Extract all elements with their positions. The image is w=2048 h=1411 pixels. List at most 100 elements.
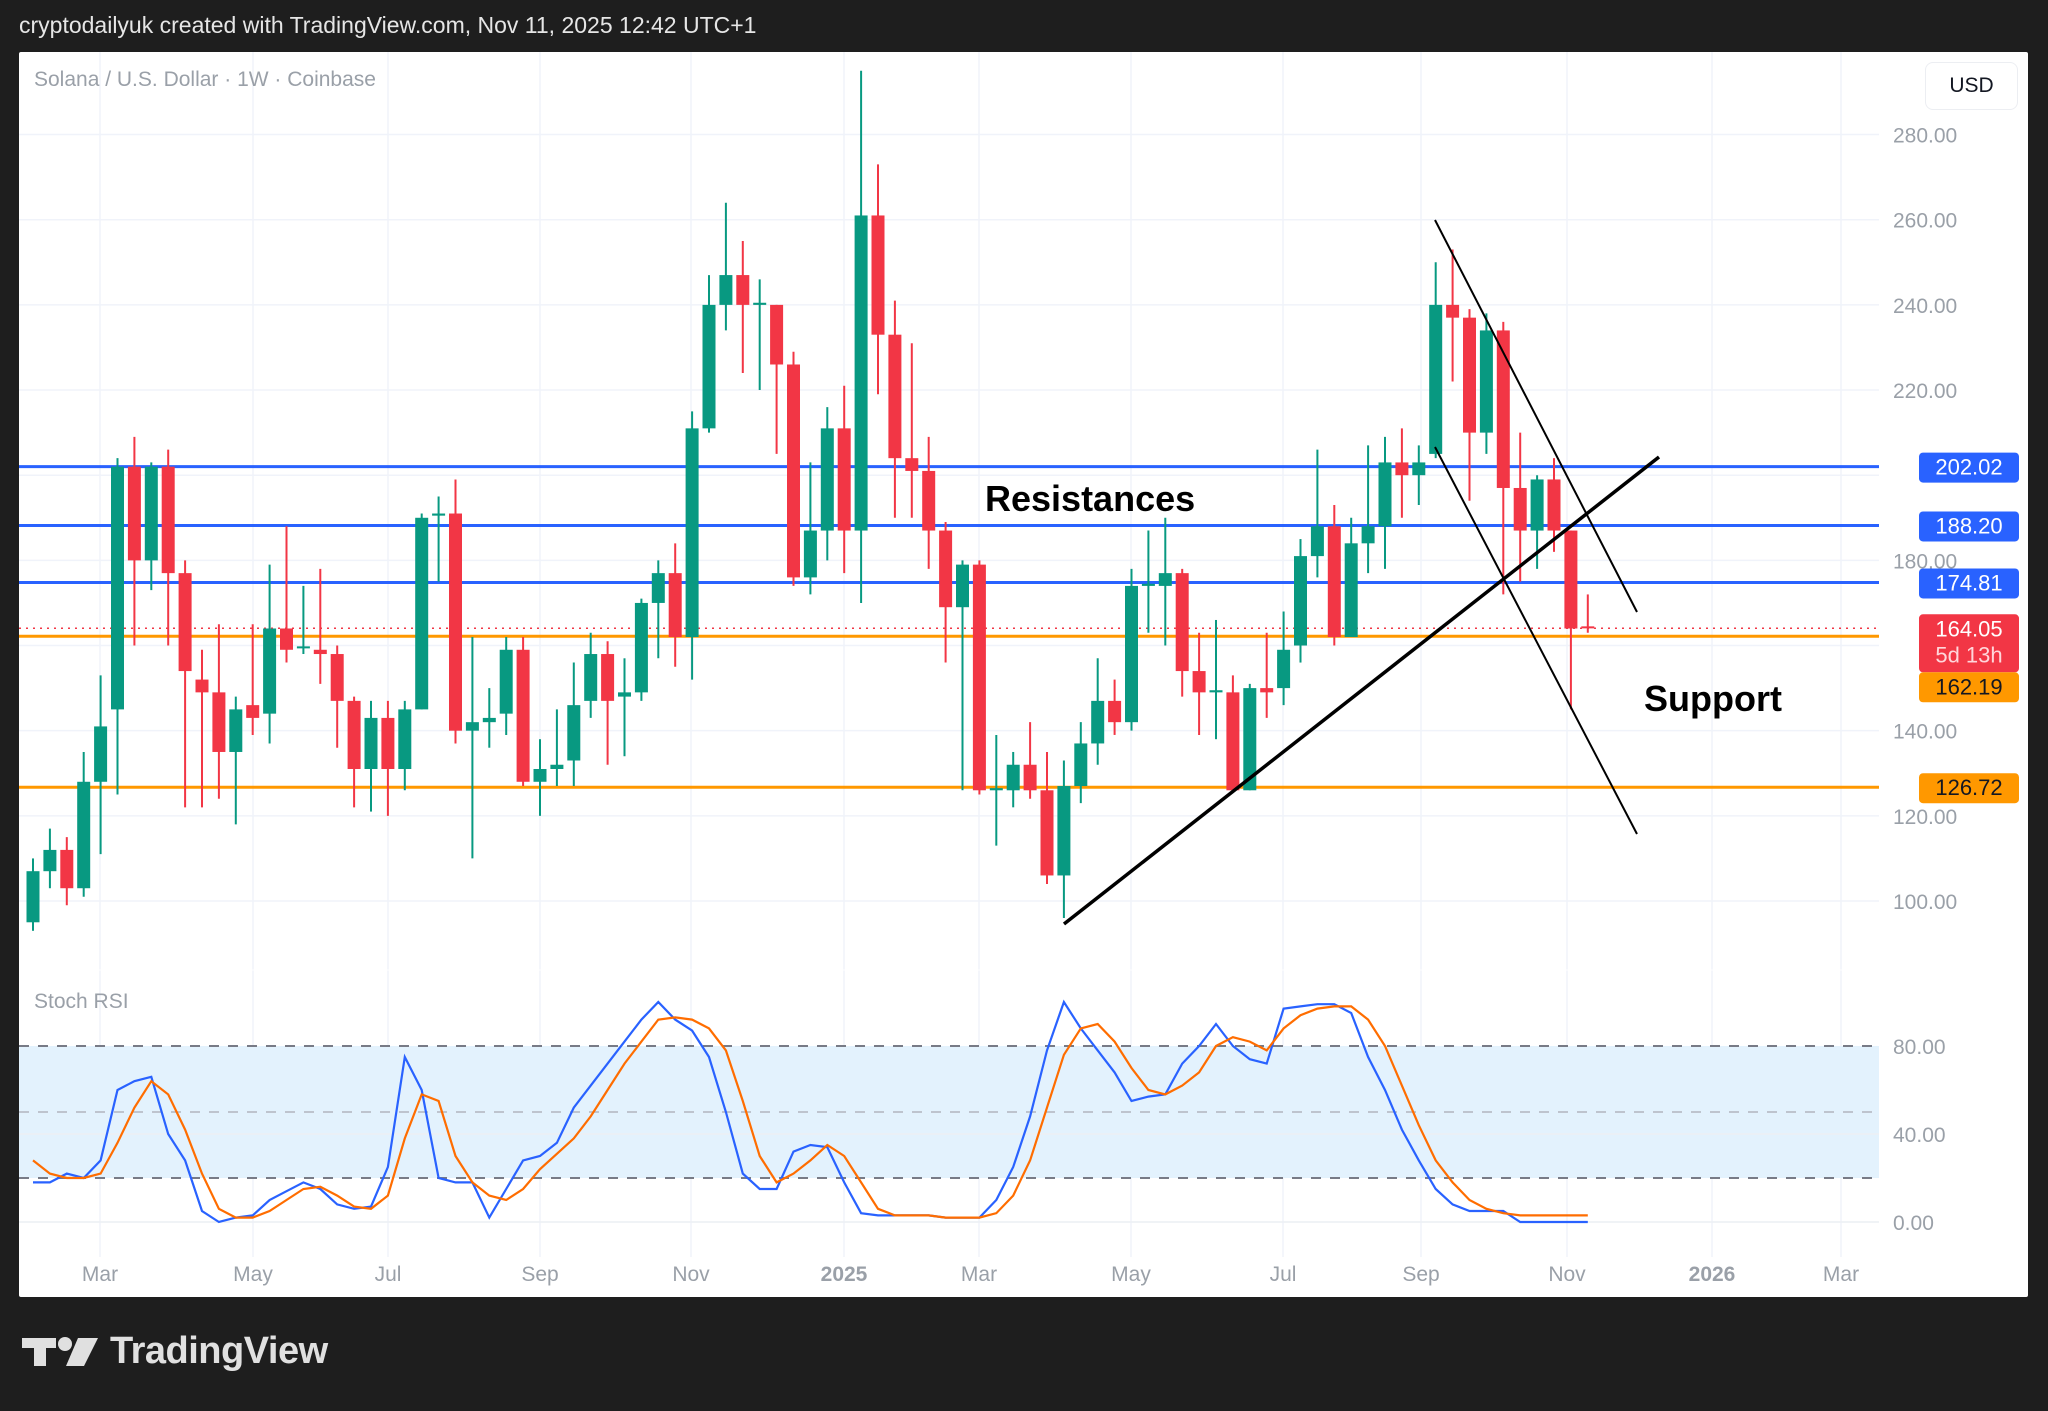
candle-body[interactable] bbox=[60, 849, 74, 889]
candle-body[interactable] bbox=[313, 649, 327, 655]
candle-body[interactable] bbox=[1006, 764, 1020, 791]
candle-body[interactable] bbox=[736, 275, 750, 305]
candle-body[interactable] bbox=[26, 871, 40, 923]
candle-body[interactable] bbox=[787, 364, 800, 578]
tradingview-logo[interactable]: TradingView bbox=[22, 1330, 328, 1373]
candle-body[interactable] bbox=[1463, 317, 1476, 433]
candle-body[interactable] bbox=[989, 788, 1003, 791]
candle-body[interactable] bbox=[1327, 526, 1341, 638]
candle-body[interactable] bbox=[753, 302, 767, 305]
price-chart[interactable]: 100.00 120.00 140.00 180.00 220.00 240.00 260.… bbox=[19, 52, 2028, 1297]
candle-body[interactable] bbox=[567, 705, 581, 761]
candle-body[interactable] bbox=[144, 466, 158, 561]
candle-body[interactable] bbox=[972, 564, 986, 791]
candle-body[interactable] bbox=[1057, 786, 1071, 876]
channel-lower-line[interactable] bbox=[1434, 446, 1638, 835]
candle-body[interactable] bbox=[1141, 583, 1155, 586]
candle-body[interactable] bbox=[1192, 671, 1206, 693]
candle-body[interactable] bbox=[1378, 462, 1392, 527]
candle-body[interactable] bbox=[1344, 543, 1358, 638]
candle-body[interactable] bbox=[702, 304, 716, 429]
candle-body[interactable] bbox=[1023, 764, 1037, 791]
candle-body[interactable] bbox=[888, 334, 902, 459]
candle-body[interactable] bbox=[1226, 692, 1240, 791]
candle-body[interactable] bbox=[229, 709, 243, 752]
candle-body[interactable] bbox=[1108, 700, 1122, 723]
candle-body[interactable] bbox=[465, 722, 479, 731]
candle-body[interactable] bbox=[1175, 573, 1189, 672]
candle-body[interactable] bbox=[1091, 700, 1105, 744]
candle-body[interactable] bbox=[584, 654, 598, 701]
candle-body[interactable] bbox=[1412, 462, 1426, 476]
candle-body[interactable] bbox=[1395, 462, 1409, 476]
candle-body[interactable] bbox=[651, 573, 665, 603]
candle-body[interactable] bbox=[820, 428, 834, 531]
candle-body[interactable] bbox=[1125, 585, 1138, 723]
candle-body[interactable] bbox=[922, 470, 936, 531]
currency-button[interactable]: USD bbox=[1925, 62, 2018, 110]
candle-body[interactable] bbox=[1564, 530, 1578, 629]
candle-body[interactable] bbox=[364, 717, 378, 770]
candle-body[interactable] bbox=[280, 628, 293, 650]
candle-body[interactable] bbox=[94, 726, 108, 782]
candle-body[interactable] bbox=[398, 709, 412, 770]
candle-body[interactable] bbox=[939, 530, 953, 608]
candle-body[interactable] bbox=[1260, 688, 1274, 693]
candle-body[interactable] bbox=[195, 679, 209, 693]
candle-body[interactable] bbox=[1479, 330, 1493, 433]
candle-body[interactable] bbox=[1513, 487, 1527, 531]
candle-body[interactable] bbox=[685, 428, 699, 638]
candle-body[interactable] bbox=[1496, 330, 1510, 488]
candle-body[interactable] bbox=[618, 692, 631, 697]
candle-body[interactable] bbox=[1243, 688, 1257, 791]
candle-body[interactable] bbox=[432, 513, 446, 516]
chart-panel[interactable]: 100.00 120.00 140.00 180.00 220.00 240.00 260.… bbox=[19, 52, 2028, 1297]
candle-body[interactable] bbox=[1547, 479, 1561, 531]
candle-body[interactable] bbox=[516, 649, 530, 782]
candle-body[interactable] bbox=[854, 215, 868, 531]
candle-body[interactable] bbox=[449, 513, 462, 731]
candle-body[interactable] bbox=[634, 602, 648, 693]
channel-upper-line[interactable] bbox=[1434, 219, 1638, 613]
candle-body[interactable] bbox=[1530, 479, 1544, 531]
candle-body[interactable] bbox=[1429, 304, 1443, 454]
candle-body[interactable] bbox=[77, 781, 91, 889]
candle-body[interactable] bbox=[263, 628, 277, 714]
candle-body[interactable] bbox=[1310, 526, 1324, 557]
candle-body[interactable] bbox=[482, 717, 496, 723]
candle-body[interactable] bbox=[1040, 790, 1054, 876]
candle-body[interactable] bbox=[719, 275, 733, 305]
candle-body[interactable] bbox=[1209, 690, 1223, 693]
candle-body[interactable] bbox=[1581, 626, 1595, 629]
candle-body[interactable] bbox=[499, 649, 513, 714]
candle-body[interactable] bbox=[533, 769, 547, 782]
candle-body[interactable] bbox=[127, 466, 141, 561]
candle-body[interactable] bbox=[550, 764, 564, 770]
candle-body[interactable] bbox=[246, 705, 260, 718]
candle-body[interactable] bbox=[212, 692, 226, 752]
candle-body[interactable] bbox=[1074, 743, 1088, 787]
candle-body[interactable] bbox=[415, 517, 429, 710]
candle-body[interactable] bbox=[1158, 573, 1172, 586]
candle-body[interactable] bbox=[770, 304, 784, 365]
candle-body[interactable] bbox=[601, 654, 615, 701]
candle-body[interactable] bbox=[1361, 526, 1375, 544]
candle-body[interactable] bbox=[837, 428, 851, 531]
ascending-trendline[interactable] bbox=[1062, 455, 1661, 926]
candle-body[interactable] bbox=[803, 530, 817, 578]
candle-body[interactable] bbox=[905, 458, 919, 471]
candle-body[interactable] bbox=[330, 654, 344, 701]
candle-body[interactable] bbox=[161, 466, 175, 574]
candle-body[interactable] bbox=[871, 215, 885, 335]
candle-body[interactable] bbox=[111, 466, 124, 710]
candle-body[interactable] bbox=[1277, 649, 1291, 689]
candle-body[interactable] bbox=[956, 564, 969, 608]
candle-body[interactable] bbox=[381, 717, 395, 770]
candle-body[interactable] bbox=[178, 573, 192, 672]
candle-body[interactable] bbox=[1294, 556, 1307, 646]
candle-body[interactable] bbox=[347, 700, 361, 770]
candle-body[interactable] bbox=[1446, 304, 1460, 318]
candle-body[interactable] bbox=[43, 849, 57, 872]
candle-body[interactable] bbox=[668, 573, 682, 638]
candle-body[interactable] bbox=[296, 646, 310, 649]
